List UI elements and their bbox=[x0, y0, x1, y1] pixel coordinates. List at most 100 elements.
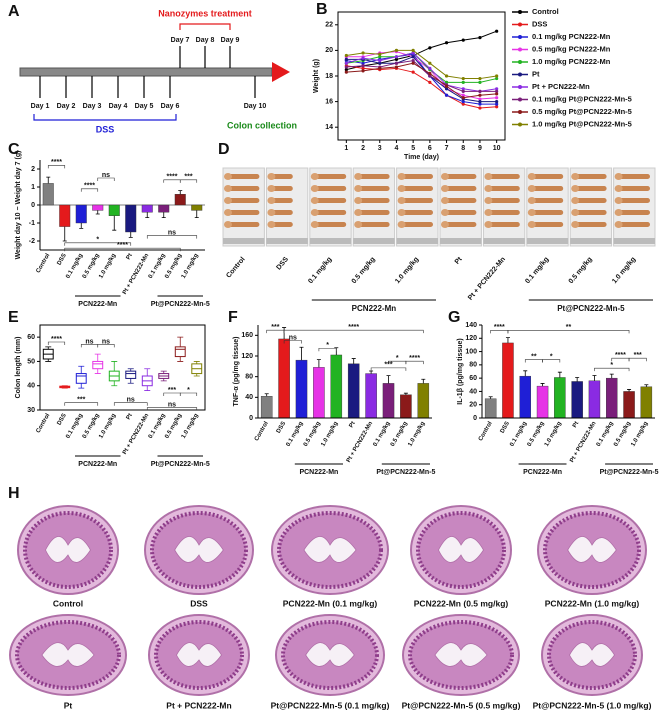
error-bar bbox=[46, 176, 51, 184]
cecum bbox=[397, 173, 406, 180]
day-label: Day 6 bbox=[161, 103, 180, 110]
x-tick-label: 1 bbox=[344, 145, 348, 152]
legend-label: 0.1 mg/kg PCN222-Mn bbox=[532, 32, 611, 41]
histology-caption: Pt + PCN222-Mn bbox=[166, 700, 231, 710]
photo-label: 1.0 mg/kg bbox=[611, 256, 637, 285]
bar bbox=[278, 338, 290, 419]
colon bbox=[356, 198, 390, 203]
error-bar bbox=[128, 232, 133, 238]
series-marker bbox=[461, 38, 465, 42]
error-bar bbox=[421, 378, 426, 384]
series-marker bbox=[428, 80, 432, 84]
y-axis-label: TNF-α (pg/mg tissue) bbox=[233, 336, 240, 406]
ruler bbox=[613, 238, 655, 244]
histology-caption: Control bbox=[53, 598, 83, 608]
cecum bbox=[224, 173, 232, 180]
colon bbox=[616, 198, 650, 203]
legend-marker bbox=[518, 60, 522, 64]
bar bbox=[588, 380, 601, 419]
x-tick-label: 1.0 mg/kg bbox=[181, 413, 200, 440]
series-marker bbox=[428, 66, 432, 70]
colon bbox=[226, 198, 260, 203]
colon bbox=[443, 222, 477, 227]
day-label: Day 2 bbox=[57, 103, 76, 110]
photo-background bbox=[569, 167, 613, 247]
photo-background bbox=[352, 167, 396, 247]
error-bar bbox=[386, 375, 391, 384]
photo-background bbox=[265, 167, 309, 247]
photo-label: 0.5 mg/kg bbox=[568, 256, 594, 285]
x-tick-label: DSS bbox=[56, 413, 67, 427]
error-bar bbox=[505, 337, 510, 343]
histology-caption: Pt bbox=[64, 700, 73, 710]
error-bar bbox=[369, 370, 374, 374]
colon bbox=[312, 222, 347, 227]
significance-label: *** bbox=[634, 352, 642, 359]
ruler bbox=[396, 238, 438, 244]
histology-caption: Pt@PCN222-Mn-5 (0.1 mg/kg) bbox=[271, 700, 390, 710]
series-marker bbox=[444, 84, 449, 88]
significance-bracket bbox=[283, 340, 302, 344]
bar bbox=[191, 204, 203, 211]
bar bbox=[571, 381, 583, 419]
y-tick-label: 140 bbox=[465, 322, 477, 329]
bar bbox=[42, 183, 54, 206]
cecum bbox=[267, 209, 276, 216]
day-label: Day 5 bbox=[135, 103, 154, 110]
x-tick-label: 9 bbox=[478, 145, 482, 152]
y-tick-label: 60 bbox=[27, 334, 35, 341]
y-tick-label: 0 bbox=[249, 415, 253, 422]
series-marker bbox=[495, 29, 499, 33]
ruler bbox=[526, 238, 569, 244]
x-tick-label: 4 bbox=[394, 145, 398, 152]
box bbox=[75, 373, 87, 384]
series-marker bbox=[478, 100, 482, 104]
series-marker bbox=[428, 46, 432, 50]
error-bar bbox=[592, 375, 597, 381]
series-marker bbox=[478, 106, 482, 110]
x-tick-label: 0.1 mg/kg bbox=[596, 421, 615, 448]
x-tick-label: 0.5 mg/kg bbox=[527, 421, 546, 448]
lumen bbox=[567, 536, 617, 563]
colon bbox=[312, 186, 347, 191]
day-label: Day 4 bbox=[109, 103, 128, 110]
y-tick-label: 40 bbox=[27, 383, 35, 390]
colon bbox=[443, 174, 477, 179]
cecum bbox=[527, 209, 536, 216]
ruler bbox=[353, 238, 395, 244]
series-marker bbox=[411, 61, 415, 65]
x-tick-label: 0.1 mg/kg bbox=[286, 421, 305, 448]
cecum bbox=[354, 173, 363, 180]
cecum bbox=[397, 209, 406, 216]
x-tick-label: 1.0 mg/kg bbox=[407, 421, 426, 448]
series-marker bbox=[394, 65, 399, 69]
bar bbox=[640, 386, 653, 419]
colon bbox=[356, 222, 390, 227]
y-tick-label: 80 bbox=[245, 374, 253, 381]
bar bbox=[141, 204, 153, 213]
group-label: Pt@PCN222-Mn-5 bbox=[557, 304, 625, 313]
bar bbox=[59, 204, 71, 227]
series-marker bbox=[411, 70, 415, 74]
photo-label: DSS bbox=[275, 256, 290, 272]
histology-caption: Pt@PCN222-Mn-5 (1.0 mg/kg) bbox=[533, 700, 652, 710]
colon bbox=[529, 174, 564, 179]
significance-label: **** bbox=[117, 242, 128, 249]
y-tick-label: 16 bbox=[325, 98, 333, 105]
colon bbox=[226, 222, 260, 227]
cecum bbox=[224, 221, 232, 228]
significance-label: * bbox=[326, 342, 329, 349]
significance-label: ** bbox=[566, 324, 572, 331]
error-bar bbox=[627, 389, 632, 392]
significance-bracket bbox=[594, 367, 630, 372]
significance-label: **** bbox=[409, 355, 420, 362]
cecum bbox=[267, 173, 276, 180]
significance-bracket bbox=[318, 347, 337, 352]
cecum bbox=[441, 197, 449, 204]
significance-label: *** bbox=[384, 362, 392, 369]
cecum bbox=[310, 173, 319, 180]
colon bbox=[443, 210, 477, 215]
ruler bbox=[223, 238, 265, 244]
cecum bbox=[441, 185, 449, 192]
error-bar bbox=[403, 392, 408, 395]
